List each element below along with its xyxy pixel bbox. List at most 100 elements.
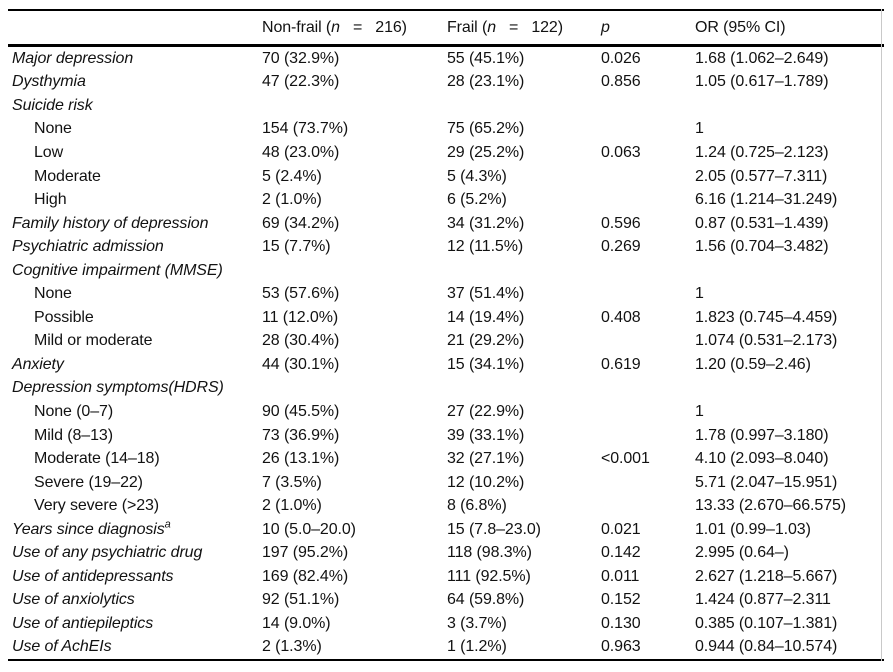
cell-nonfrail: 26 (13.1%) <box>262 450 340 468</box>
cell-odds-ratio: 1.68 (1.062–2.649) <box>695 49 829 67</box>
clinical-comparison-table: Non-frail (n = 216) Frail (n = 122) p OR… <box>8 9 884 662</box>
cell-odds-ratio: 2.627 (1.218–5.667) <box>695 567 838 585</box>
table-row: None 154 (73.7%) 75 (65.2%) 1 <box>8 118 884 142</box>
cell-p-value: 0.856 <box>601 73 641 91</box>
cell-nonfrail: 14 (9.0%) <box>262 614 331 632</box>
cell-nonfrail: 10 (5.0–20.0) <box>262 520 356 538</box>
table-row: Mild or moderate 28 (30.4%) 21 (29.2%) 1.07… <box>8 330 884 354</box>
table-row: Dysthymia 47 (22.3%) 28 (23.1%) 0.856 1.05 (… <box>8 71 884 95</box>
header-nonfrail-n: n <box>331 18 340 36</box>
cell-p-value: 0.152 <box>601 591 641 609</box>
cell-odds-ratio: 1.56 (0.704–3.482) <box>695 238 829 256</box>
cell-frail: 12 (10.2%) <box>447 473 525 491</box>
cell-odds-ratio: 2.995 (0.64–) <box>695 544 789 562</box>
cell-nonfrail: 5 (2.4%) <box>262 167 322 185</box>
row-label: None <box>34 120 72 138</box>
cell-odds-ratio: 1.01 (0.99–1.03) <box>695 520 811 538</box>
cell-odds-ratio: 1 <box>695 285 704 303</box>
table-row: High 2 (1.0%) 6 (5.2%) 6.16 (1.214–31.249) <box>8 188 884 212</box>
table-body: Major depression 70 (32.9%) 55 (45.1%) 0.02… <box>8 47 884 659</box>
header-p-value: p <box>601 18 610 36</box>
cell-odds-ratio: 0.385 (0.107–1.381) <box>695 614 838 632</box>
cell-odds-ratio: 1 <box>695 120 704 138</box>
cell-odds-ratio: 1 <box>695 402 704 420</box>
cell-nonfrail: 73 (36.9%) <box>262 426 340 444</box>
cell-frail: 14 (19.4%) <box>447 308 525 326</box>
table-header-row: Non-frail (n = 216) Frail (n = 122) p OR… <box>8 11 884 44</box>
cell-frail: 21 (29.2%) <box>447 332 525 350</box>
table-row: Moderate (14–18) 26 (13.1%) 32 (27.1%) <0.0… <box>8 447 884 471</box>
table-row: Psychiatric admission 15 (7.7%) 12 (11.5%)… <box>8 235 884 259</box>
cell-frail: 111 (92.5%) <box>447 567 531 585</box>
cell-p-value: 0.142 <box>601 544 641 562</box>
row-label: Years since diagnosisa <box>12 518 171 538</box>
cell-odds-ratio: 1.074 (0.531–2.173) <box>695 332 838 350</box>
row-label: Psychiatric admission <box>12 238 164 256</box>
row-label: Cognitive impairment (MMSE) <box>12 261 223 279</box>
row-label: Moderate <box>34 167 101 185</box>
cell-frail: 8 (6.8%) <box>447 497 507 515</box>
cell-odds-ratio: 6.16 (1.214–31.249) <box>695 191 838 209</box>
row-label: Anxiety <box>12 355 64 373</box>
cell-p-value: <0.001 <box>601 450 650 468</box>
header-nonfrail: Non-frail (n = 216) <box>262 19 447 37</box>
header-nonfrail-pre: Non-frail ( <box>262 18 332 36</box>
cell-odds-ratio: 1.05 (0.617–1.789) <box>695 73 829 91</box>
cell-frail: 39 (33.1%) <box>447 426 525 444</box>
cell-nonfrail: 2 (1.0%) <box>262 191 322 209</box>
cell-nonfrail: 69 (34.2%) <box>262 214 340 232</box>
cell-frail: 12 (11.5%) <box>447 238 524 256</box>
table-row: Severe (19–22) 7 (3.5%) 12 (10.2%) 5.71 (2.… <box>8 471 884 495</box>
row-label: Low <box>34 143 64 161</box>
cell-odds-ratio: 1.823 (0.745–4.459) <box>695 308 838 326</box>
row-label: Mild or moderate <box>34 332 153 350</box>
table-row: Mild (8–13) 73 (36.9%) 39 (33.1%) 1.78 (0.9… <box>8 424 884 448</box>
header-rule <box>8 44 884 47</box>
cell-odds-ratio: 4.10 (2.093–8.040) <box>695 450 829 468</box>
cell-frail: 32 (27.1%) <box>447 450 525 468</box>
cell-nonfrail: 15 (7.7%) <box>262 238 331 256</box>
cell-nonfrail: 70 (32.9%) <box>262 49 340 67</box>
cell-odds-ratio: 5.71 (2.047–15.951) <box>695 473 838 491</box>
table-row: Use of any psychiatric drug 197 (95.2%) 11… <box>8 541 884 565</box>
table-row: None (0–7) 90 (45.5%) 27 (22.9%) 1 <box>8 400 884 424</box>
cell-nonfrail: 154 (73.7%) <box>262 120 349 138</box>
row-label: Very severe (>23) <box>34 497 160 515</box>
cell-frail: 15 (34.1%) <box>447 355 525 373</box>
row-label: High <box>34 191 67 209</box>
footnote-marker: a <box>164 518 171 531</box>
cell-frail: 27 (22.9%) <box>447 402 525 420</box>
table-row: None 53 (57.6%) 37 (51.4%) 1 <box>8 282 884 306</box>
table-row: Use of antidepressants 169 (82.4%) 111 (92… <box>8 565 884 589</box>
cell-odds-ratio: 1.24 (0.725–2.123) <box>695 143 829 161</box>
table-row: Very severe (>23) 2 (1.0%) 8 (6.8%) 13.33 (… <box>8 494 884 518</box>
row-label: Major depression <box>12 49 134 67</box>
scan-artifact-line <box>881 9 882 661</box>
cell-odds-ratio: 13.33 (2.670–66.575) <box>695 497 847 515</box>
bottom-rule <box>8 659 884 662</box>
cell-nonfrail: 197 (95.2%) <box>262 544 349 562</box>
cell-odds-ratio: 1.78 (0.997–3.180) <box>695 426 829 444</box>
header-frail-pre: Frail ( <box>447 18 488 36</box>
cell-nonfrail: 47 (22.3%) <box>262 73 340 91</box>
cell-frail: 55 (45.1%) <box>447 49 525 67</box>
row-label: Use of any psychiatric drug <box>12 544 203 562</box>
row-label: Mild (8–13) <box>34 426 113 444</box>
row-label: Possible <box>34 308 94 326</box>
cell-p-value: 0.026 <box>601 49 641 67</box>
cell-nonfrail: 28 (30.4%) <box>262 332 340 350</box>
cell-nonfrail: 44 (30.1%) <box>262 355 340 373</box>
table-row: Use of antiepileptics 14 (9.0%) 3 (3.7%) 0.… <box>8 612 884 636</box>
row-label: Use of anxiolytics <box>12 591 135 609</box>
cell-odds-ratio: 0.944 (0.84–10.574) <box>695 638 838 656</box>
row-label: Family history of depression <box>12 214 209 232</box>
table-row: Possible 11 (12.0%) 14 (19.4%) 0.408 1.823 (… <box>8 306 884 330</box>
cell-frail: 34 (31.2%) <box>447 214 525 232</box>
header-frail: Frail (n = 122) <box>447 19 601 37</box>
table-row: Low 48 (23.0%) 29 (25.2%) 0.063 1.24 (0.725–… <box>8 141 884 165</box>
cell-nonfrail: 11 (12.0%) <box>262 308 339 326</box>
row-label: Suicide risk <box>12 96 93 114</box>
row-label: None <box>34 285 72 303</box>
top-rule <box>8 9 884 11</box>
